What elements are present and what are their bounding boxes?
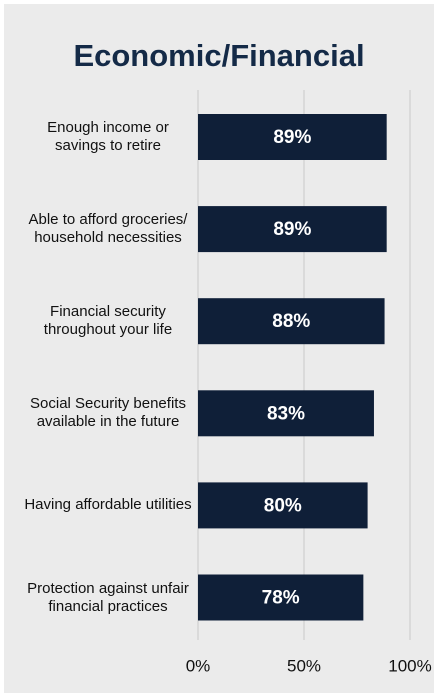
bar xyxy=(198,482,368,529)
y-tick-label: Able to afford groceries/ household nece… xyxy=(28,211,188,247)
y-tick-label: Having affordable utilities xyxy=(24,496,192,514)
bar xyxy=(198,114,387,160)
value-label: 88% xyxy=(272,311,310,332)
bar xyxy=(198,574,364,621)
x-tick-label: 0% xyxy=(186,656,211,675)
x-tick-label: 100% xyxy=(388,656,431,675)
value-label: 89% xyxy=(273,127,311,148)
y-tick-label: Social Security benefits available in th… xyxy=(30,395,186,431)
value-label: 89% xyxy=(273,219,311,240)
x-tick-label: 50% xyxy=(287,656,321,675)
value-label: 83% xyxy=(267,403,305,424)
value-label: 78% xyxy=(262,588,300,609)
bar xyxy=(198,298,385,345)
chart-title: Economic/Financial xyxy=(73,38,365,73)
bar xyxy=(198,206,387,253)
y-tick-label: Enough income or savings to retire xyxy=(47,119,169,154)
y-tick-label: Protection against unfair financial prac… xyxy=(27,579,189,615)
value-label: 80% xyxy=(264,495,302,516)
bar xyxy=(198,390,374,437)
y-tick-label: Financial security throughout your life xyxy=(43,303,173,339)
